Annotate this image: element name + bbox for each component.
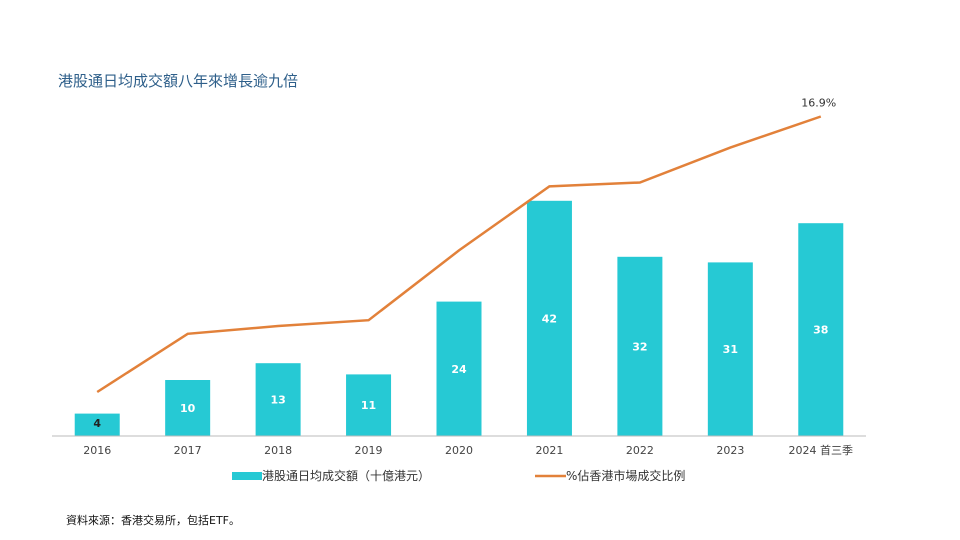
bar-data-label: 38 — [813, 324, 828, 337]
bar-series — [74, 200, 844, 436]
bar — [74, 413, 120, 436]
x-tick-label: 2021 — [535, 444, 563, 457]
x-tick-label: 2018 — [264, 444, 292, 457]
chart-title: 港股通日均成交額八年來增長逾九倍 — [58, 72, 299, 90]
bar-data-label: 42 — [542, 312, 557, 325]
legend-swatch-bar — [232, 472, 262, 480]
line-annotation: 16.9% — [801, 97, 836, 110]
bar — [798, 223, 844, 436]
bar-data-label: 31 — [723, 343, 738, 356]
bar — [165, 380, 211, 436]
line-annotations: 16.9% — [801, 97, 836, 110]
x-tick-label: 2022 — [626, 444, 654, 457]
bar-data-label: 24 — [451, 363, 467, 376]
bar — [707, 262, 753, 436]
x-tick-label: 2017 — [174, 444, 202, 457]
x-axis-ticks: 2016 2017 2018 2019 2020 2021 2022 2023 2024 首三季 — [83, 443, 853, 457]
bar — [255, 363, 301, 436]
legend-label-bar: 港股通日均成交額（十億港元） — [262, 468, 430, 483]
bar — [526, 200, 572, 436]
bar — [617, 256, 663, 436]
bar — [436, 301, 482, 436]
x-tick-label: 2020 — [445, 444, 473, 457]
x-tick-label: 2024 首三季 — [789, 443, 854, 457]
x-tick-label: 2019 — [355, 444, 383, 457]
bar-data-label: 4 — [93, 417, 101, 430]
bar-data-label: 11 — [361, 399, 376, 412]
source-note: 資料來源：香港交易所，包括ETF。 — [66, 514, 240, 527]
legend: 港股通日均成交額（十億港元） %佔香港市場成交比例 — [232, 468, 685, 483]
bar-data-labels: 4 10 13 11 24 42 32 31 38 — [93, 312, 828, 430]
legend-label-line: %佔香港市場成交比例 — [566, 468, 685, 483]
line-series-share — [96, 115, 822, 394]
bar-data-label: 13 — [270, 394, 285, 407]
bar-data-label: 10 — [180, 402, 196, 415]
bar-data-label: 32 — [632, 340, 647, 353]
x-tick-label: 2016 — [83, 444, 111, 457]
bar — [346, 374, 392, 436]
x-tick-label: 2023 — [716, 444, 744, 457]
